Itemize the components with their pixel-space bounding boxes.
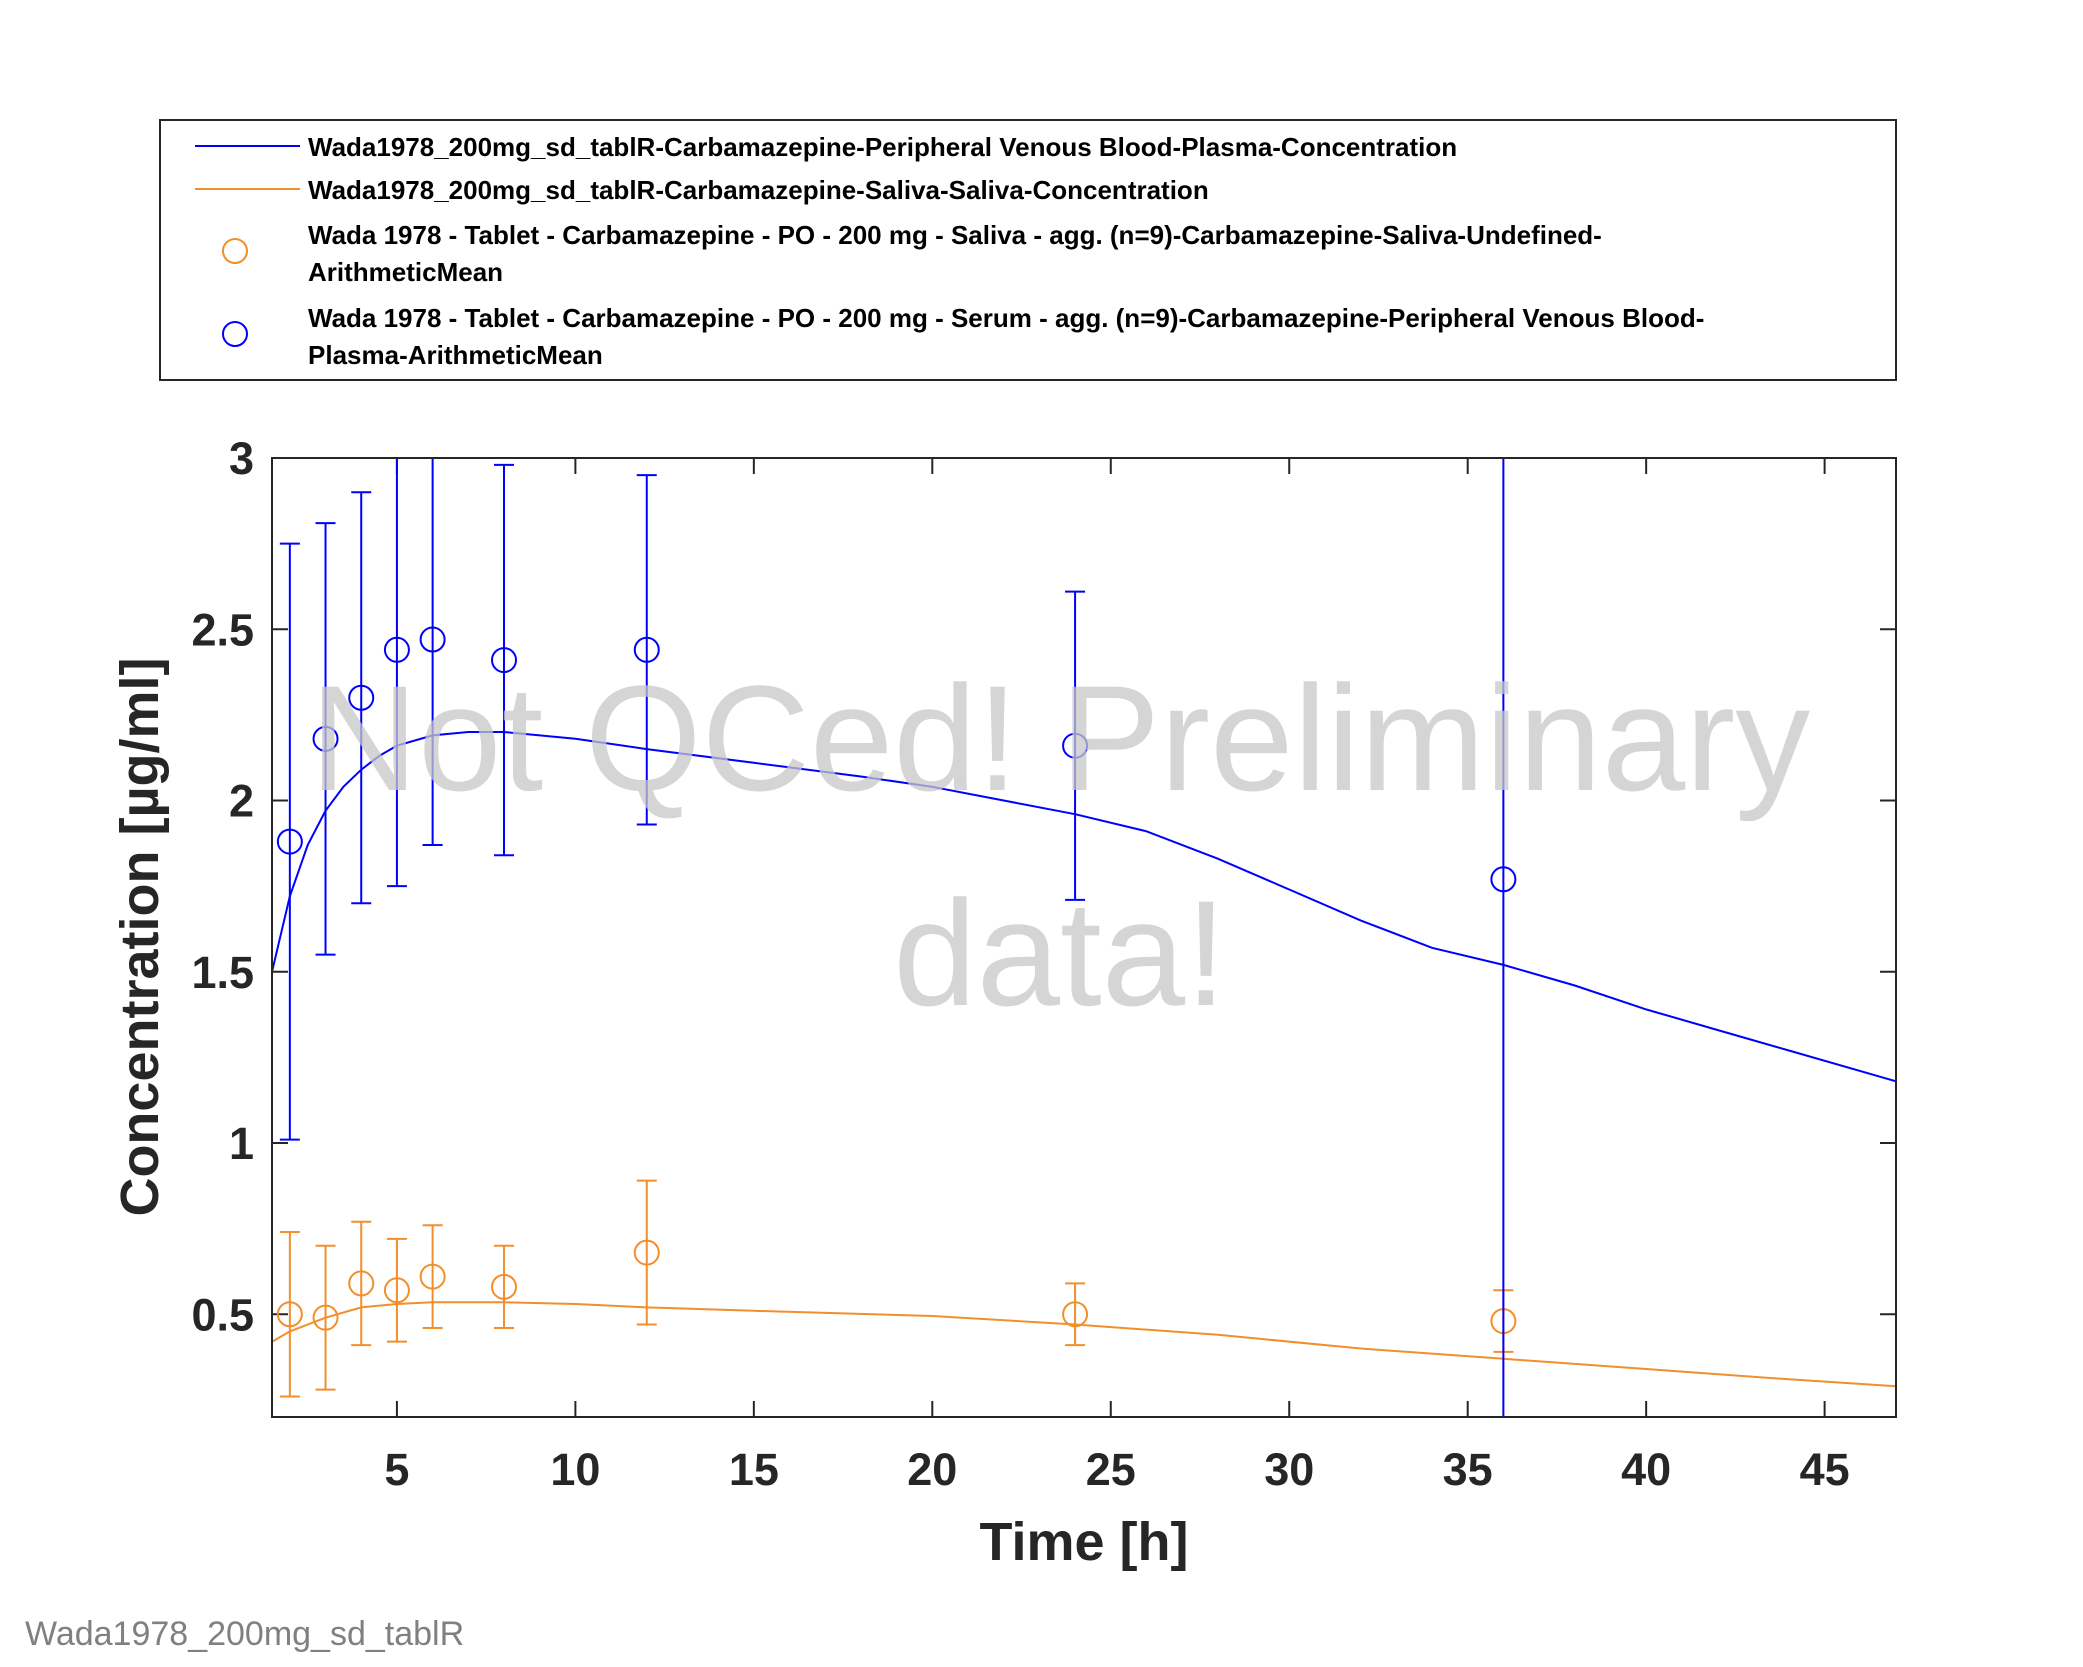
legend-box — [159, 119, 1897, 381]
series-line — [271, 731, 1897, 1083]
data-point — [348, 1270, 375, 1297]
data-point — [1490, 866, 1517, 893]
legend-label-3a: Wada 1978 - Tablet - Carbamazepine - PO … — [308, 220, 1602, 250]
data-point — [276, 828, 303, 855]
x-tick-label: 5 — [384, 1444, 409, 1495]
y-tick-label: 1 — [229, 1118, 254, 1169]
data-point — [633, 1239, 660, 1266]
series-layer — [271, 458, 1897, 1418]
watermark: Not QCed! Preliminary data! — [310, 654, 1810, 1037]
y-tick-label: 1.5 — [191, 947, 254, 998]
legend-label-4b: Plasma-ArithmeticMean — [308, 340, 603, 370]
x-axis-label: Time [h] — [979, 1512, 1188, 1572]
data-point — [1062, 1301, 1089, 1328]
legend-entry-3: Wada 1978 - Tablet - Carbamazepine - PO … — [222, 220, 1602, 287]
legend-label-3b: ArithmeticMean — [308, 257, 503, 287]
legend-swatch-marker-4 — [222, 321, 248, 347]
y-axis-label: Concentration [µg/ml] — [110, 657, 170, 1216]
data-point — [312, 1304, 339, 1331]
data-point — [491, 1273, 517, 1300]
data-point — [419, 626, 446, 653]
x-tick-label: 30 — [1264, 1444, 1314, 1495]
legend-entry-1: Wada1978_200mg_sd_tablR-Carbamazepine-Pe… — [195, 132, 1457, 162]
y-tick-label: 2.5 — [191, 604, 254, 655]
data-point — [312, 725, 339, 752]
watermark-line-2: data! — [893, 869, 1227, 1037]
x-tick-label: 15 — [729, 1444, 779, 1495]
data-point — [491, 647, 517, 674]
x-tick-label: 45 — [1800, 1444, 1850, 1495]
x-tick-label: 10 — [550, 1444, 600, 1495]
legend: Wada1978_200mg_sd_tablR-Carbamazepine-Pe… — [159, 119, 1897, 381]
plot-area — [272, 458, 1896, 1417]
data-point — [383, 1277, 410, 1304]
data-point — [633, 636, 660, 663]
series-3 — [276, 1179, 1517, 1398]
x-tick-label: 35 — [1443, 1444, 1493, 1495]
y-tick-label: 0.5 — [191, 1289, 254, 1340]
y-tick-label: 2 — [229, 776, 254, 827]
legend-entry-2: Wada1978_200mg_sd_tablR-Carbamazepine-Sa… — [195, 175, 1209, 205]
data-point — [276, 1301, 303, 1328]
legend-label-1: Wada1978_200mg_sd_tablR-Carbamazepine-Pe… — [308, 132, 1457, 162]
series-1 — [271, 731, 1897, 1083]
y-tick-label: 3 — [229, 433, 254, 484]
data-point — [348, 684, 375, 711]
x-tick-label: 40 — [1621, 1444, 1671, 1495]
legend-label-2: Wada1978_200mg_sd_tablR-Carbamazepine-Sa… — [308, 175, 1209, 205]
legend-entry-4: Wada 1978 - Tablet - Carbamazepine - PO … — [222, 303, 1704, 370]
x-axis: 5 10 15 20 25 30 35 40 45 — [384, 458, 1850, 1495]
data-point — [1062, 732, 1089, 759]
data-point — [419, 1263, 446, 1290]
watermark-line-1: Not QCed! Preliminary — [310, 654, 1810, 822]
x-tick-label: 20 — [907, 1444, 957, 1495]
data-point — [383, 636, 410, 663]
legend-swatch-marker-3 — [222, 238, 248, 264]
legend-label-4a: Wada 1978 - Tablet - Carbamazepine - PO … — [308, 303, 1704, 333]
plot-frame — [271, 457, 1897, 1418]
x-tick-label: 25 — [1086, 1444, 1136, 1495]
series-4 — [276, 458, 1517, 1418]
y-axis: 0.5 1 1.5 2 2.5 3 — [191, 433, 1896, 1340]
footer-label: Wada1978_200mg_sd_tablR — [25, 1615, 464, 1653]
